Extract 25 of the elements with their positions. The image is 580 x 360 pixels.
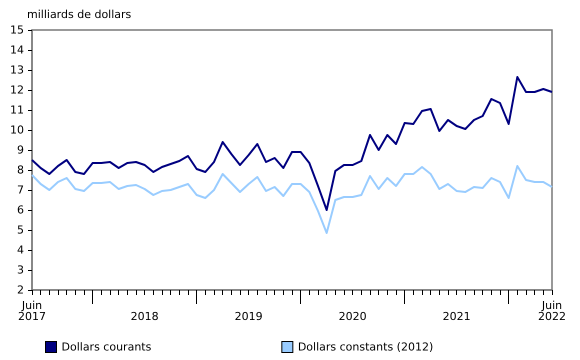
y-tick-label: 5 — [17, 224, 24, 236]
y-axis-title: milliards de dollars — [27, 8, 132, 21]
legend-label: Dollars constants (2012) — [298, 340, 434, 354]
y-tick-label: 3 — [17, 264, 24, 276]
x-tick-label: Juin 2022 — [538, 299, 566, 323]
y-tick-label: 9 — [17, 144, 24, 156]
legend-label: Dollars courants — [62, 340, 152, 354]
line-series — [31, 76, 553, 211]
y-tick-label: 6 — [17, 204, 24, 216]
y-tick-label: 8 — [17, 164, 24, 176]
x-tick-label: 2018 — [130, 310, 159, 323]
y-tick-label: 13 — [10, 64, 24, 76]
line-series — [31, 165, 553, 234]
x-tick-label: 2021 — [442, 310, 471, 323]
y-tick-label: 2 — [17, 284, 24, 296]
y-tick-label: 14 — [10, 44, 24, 56]
x-tick-label: Juin 2017 — [18, 299, 46, 323]
y-tick-label: 11 — [10, 104, 24, 116]
y-tick-label: 12 — [10, 84, 24, 96]
y-tick-label: 10 — [10, 124, 24, 136]
x-tick-label: 2020 — [338, 310, 367, 323]
y-tick-label: 4 — [17, 244, 24, 256]
y-tick-label: 7 — [17, 184, 24, 196]
x-tick-label: 2019 — [234, 310, 263, 323]
y-tick-label: 15 — [10, 24, 24, 36]
